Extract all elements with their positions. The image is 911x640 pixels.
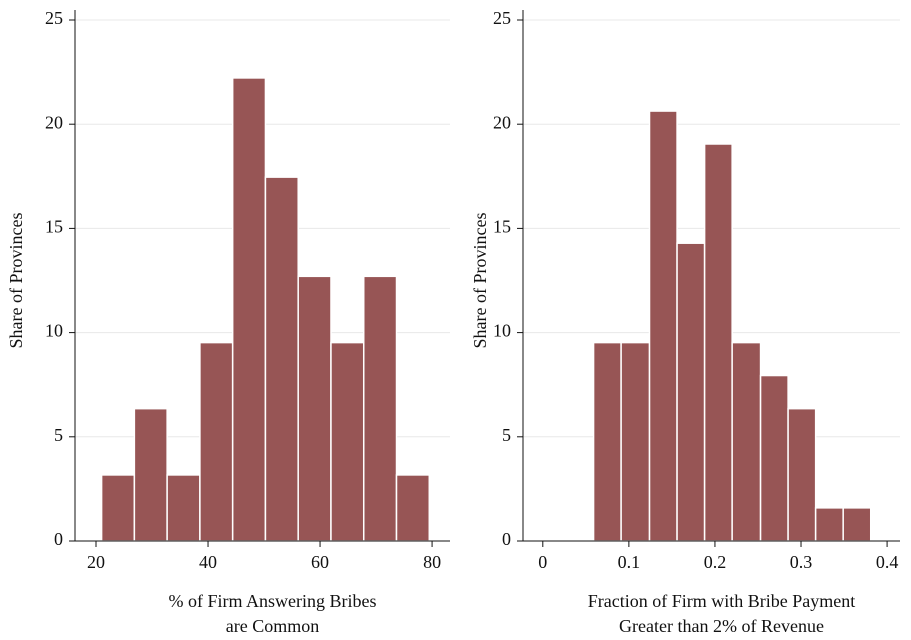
x-tick-label: 0.1 <box>618 552 641 572</box>
y-axis-label: Share of Provinces <box>470 213 490 349</box>
x-tick-label: 40 <box>199 552 217 572</box>
y-tick-label: 5 <box>502 425 511 445</box>
y-tick-label: 0 <box>502 529 511 549</box>
bar <box>100 474 136 542</box>
bar <box>620 341 651 542</box>
y-tick-label: 20 <box>45 112 63 132</box>
x-axis-label: % of Firm Answering Bribes <box>169 591 377 611</box>
bar <box>842 507 872 542</box>
y-tick-label: 0 <box>54 529 63 549</box>
x-tick-label: 0 <box>538 552 547 572</box>
bar <box>166 474 201 542</box>
x-tick-label: 80 <box>423 552 441 572</box>
bar <box>814 507 844 542</box>
y-tick-label: 20 <box>493 112 511 132</box>
y-tick-label: 5 <box>54 425 63 445</box>
bar <box>703 143 733 542</box>
bar <box>330 341 365 542</box>
x-axis-label: Fraction of Firm with Bribe Payment <box>588 591 855 611</box>
bar <box>648 110 678 542</box>
bar <box>676 242 706 542</box>
y-tick-label: 25 <box>45 8 63 28</box>
y-tick-label: 15 <box>493 217 511 237</box>
x-tick-label: 20 <box>87 552 105 572</box>
bar <box>731 341 762 542</box>
x-tick-label: 0.4 <box>876 552 899 572</box>
bar <box>264 176 299 542</box>
y-tick-label: 10 <box>45 321 63 341</box>
bar <box>297 275 332 542</box>
x-axis-label: are Common <box>226 616 319 636</box>
x-tick-label: 0.3 <box>790 552 813 572</box>
bar <box>395 474 431 542</box>
bar <box>231 77 267 542</box>
bar <box>199 341 234 542</box>
y-axis-label: Share of Provinces <box>6 213 26 349</box>
y-tick-label: 15 <box>45 217 63 237</box>
x-axis-label: Greater than 2% of Revenue <box>619 616 824 636</box>
bar <box>133 407 168 542</box>
x-tick-label: 60 <box>311 552 329 572</box>
bar <box>787 407 817 542</box>
bar <box>592 341 622 542</box>
bar <box>759 374 789 542</box>
y-tick-label: 10 <box>493 321 511 341</box>
x-tick-label: 0.2 <box>704 552 727 572</box>
y-tick-label: 25 <box>493 8 511 28</box>
bar <box>362 275 398 542</box>
